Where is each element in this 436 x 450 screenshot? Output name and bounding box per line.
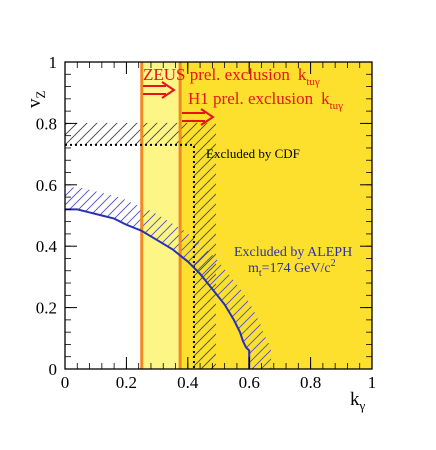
x-tick-label: 0.2	[116, 373, 137, 392]
y-tick-label: 0.8	[36, 114, 57, 133]
cdf-label: Excluded by CDF	[206, 146, 300, 161]
aleph-hatch-band	[65, 187, 272, 369]
x-tick-label: 0	[61, 373, 70, 392]
x-tick-label: 0.6	[239, 373, 260, 392]
x-tick-label: 0.8	[300, 373, 321, 392]
zeus-arrow-icon	[143, 81, 176, 99]
y-tick-label: 0.6	[36, 176, 57, 195]
x-tick-label: 1	[368, 373, 377, 392]
top-mass-label: mt=174 GeV/c2	[248, 258, 336, 279]
plot-area	[65, 62, 372, 369]
y-axis-label: vZ	[24, 91, 48, 109]
aleph-boundary-line	[65, 208, 251, 369]
x-tick-label: 0.4	[177, 373, 199, 392]
h1-arrow-icon	[182, 108, 215, 126]
cdf-hatch-band	[65, 122, 216, 369]
zeus-exclusion-label: ZEUS prel. exclusion ktuγ	[143, 65, 320, 88]
aleph-label: Excluded by ALEPH	[234, 245, 352, 260]
x-axis-label: kγ	[350, 389, 366, 413]
y-tick-label: 0.2	[36, 299, 57, 318]
axis-ticks	[64, 61, 373, 370]
y-tick-label: 0.4	[36, 237, 58, 256]
h1-exclusion-label: H1 prel. exclusion ktuγ	[188, 89, 343, 112]
axis-tick-labels: 0 0.2 0.4 0.6 0.8 1 0 0.2 0.4 0.6 0.8 1	[36, 53, 377, 392]
plot-frame	[64, 61, 373, 370]
y-tick-label: 0	[49, 360, 58, 379]
y-tick-label: 1	[49, 53, 58, 72]
